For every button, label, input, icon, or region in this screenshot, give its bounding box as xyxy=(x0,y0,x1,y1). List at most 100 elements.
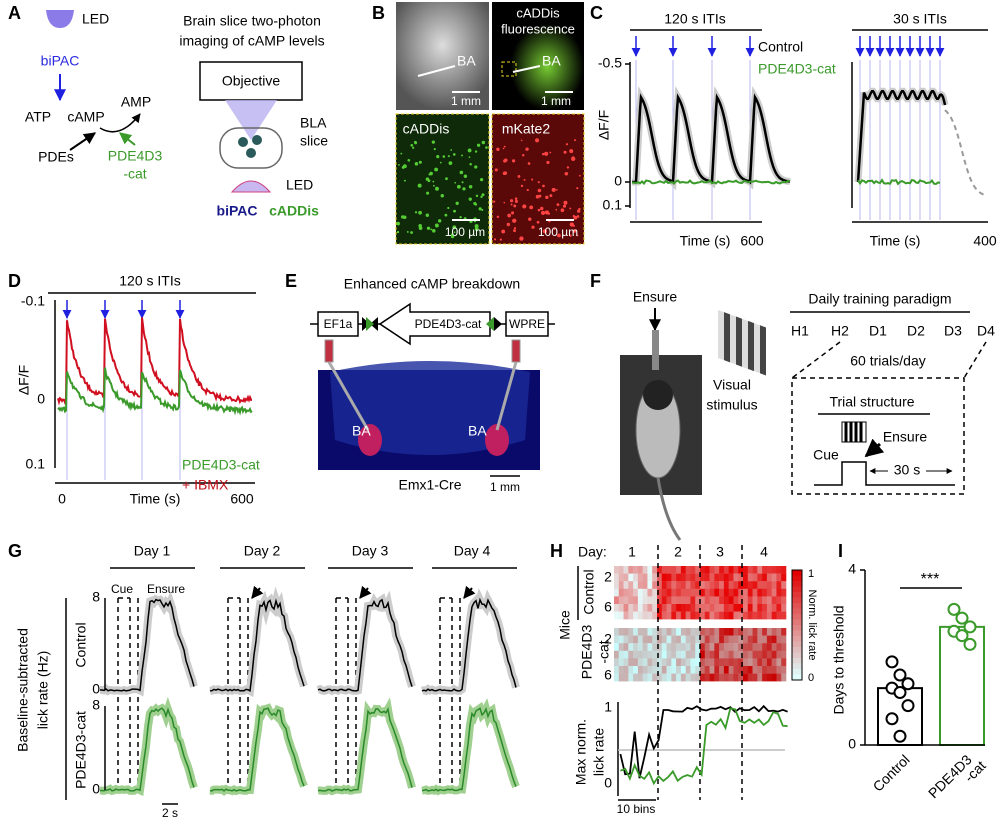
heat-cell xyxy=(680,573,686,582)
heat-cell xyxy=(676,643,682,651)
x-tick-label: 0 xyxy=(58,491,66,507)
speckle xyxy=(565,143,569,146)
ensure-label: Ensure xyxy=(147,582,185,596)
point xyxy=(885,712,899,726)
heat-cell xyxy=(747,604,753,612)
speckle xyxy=(499,238,502,241)
heat-cell xyxy=(757,604,763,612)
heat-cell xyxy=(618,666,624,674)
heat-cell xyxy=(680,673,686,682)
speckle xyxy=(496,215,500,219)
heat-cell xyxy=(728,650,734,659)
y-label: Max norm. xyxy=(573,719,589,785)
heat-cell xyxy=(623,673,629,682)
speckle xyxy=(445,177,448,181)
heat-cell xyxy=(738,588,744,597)
speckle xyxy=(434,223,439,228)
heat-cell xyxy=(642,666,648,674)
zoom-line xyxy=(963,341,987,379)
heat-cell xyxy=(680,588,686,597)
heat-cell xyxy=(618,643,624,651)
heat-cell xyxy=(766,643,772,651)
heat-cell xyxy=(628,566,634,574)
heat-cell xyxy=(743,643,749,651)
speckle xyxy=(576,215,580,218)
heat-cell xyxy=(714,666,720,674)
speckle xyxy=(430,228,433,231)
ensure-label: Ensure xyxy=(883,429,928,445)
heat-cell xyxy=(633,666,639,674)
heat-cell xyxy=(637,604,643,612)
heat-cell xyxy=(614,581,620,589)
cell xyxy=(246,148,256,158)
trial-title: Trial structure xyxy=(829,394,914,410)
heat-cell xyxy=(714,628,720,636)
y-label: ΔF/F xyxy=(596,110,612,140)
heat-cell xyxy=(633,611,639,620)
heat-cell xyxy=(719,611,725,620)
heat-cell xyxy=(652,581,658,589)
heat-cell xyxy=(728,566,734,574)
speckle xyxy=(413,140,417,144)
heat-cell xyxy=(762,573,768,582)
heat-cell xyxy=(719,635,725,644)
heat-cell xyxy=(743,611,749,620)
heat-cell xyxy=(652,596,658,605)
speckle xyxy=(459,216,462,219)
heat-cell xyxy=(618,611,624,620)
heat-cell xyxy=(623,611,629,620)
scale-label: 100 µm xyxy=(445,225,485,239)
speckle xyxy=(474,227,479,231)
heat-cell xyxy=(709,604,715,612)
row-label: PDE4D3-cat xyxy=(73,711,89,789)
heat-cell xyxy=(781,566,787,574)
trace-band xyxy=(99,696,198,797)
panel-b: B BA 1 mm cADDis fluorescence BA 1 mm cA… xyxy=(372,2,585,245)
heat-cell xyxy=(743,658,749,667)
arrow xyxy=(251,585,264,599)
heat-cell xyxy=(661,643,667,651)
speckles xyxy=(396,138,581,241)
legend-entry: PDE4D3-cat xyxy=(182,457,260,473)
speckle xyxy=(576,234,579,237)
cbar-cell xyxy=(792,570,802,576)
heat-cell xyxy=(671,666,677,674)
heat-cell xyxy=(728,643,734,651)
heat-cell xyxy=(695,666,701,674)
heat-cell xyxy=(685,635,691,644)
speckle xyxy=(428,173,431,176)
heat-cell xyxy=(766,611,772,620)
speckle xyxy=(426,226,431,230)
scale-label: 10 bins xyxy=(617,802,656,816)
scale-label: 1 mm xyxy=(490,480,520,494)
speckle xyxy=(467,148,472,153)
y-tick-label: 0.1 xyxy=(26,456,46,472)
speckle xyxy=(425,213,430,217)
trace-control xyxy=(856,89,947,183)
x-tick-label: 600 xyxy=(230,491,254,507)
heat-cell xyxy=(771,658,777,667)
heat-cell xyxy=(628,611,634,620)
heat-cell xyxy=(680,596,686,605)
heat-cell xyxy=(704,566,710,574)
heat-cell xyxy=(723,596,729,605)
stimulus-label: Visual xyxy=(713,377,751,393)
heat-cell xyxy=(733,673,739,682)
heat-cell xyxy=(781,573,787,582)
panel-label: B xyxy=(372,3,385,23)
speckle xyxy=(512,159,516,163)
trace-band xyxy=(854,87,949,183)
heat-cell xyxy=(704,588,710,597)
heat-cell xyxy=(723,581,729,589)
heat-cell xyxy=(676,596,682,605)
heat-cell xyxy=(771,628,777,636)
ensure-label: Ensure xyxy=(633,289,678,305)
day-label: D1 xyxy=(869,323,887,339)
speckle xyxy=(549,151,552,154)
heat-cell xyxy=(738,658,744,667)
panel-label: D xyxy=(8,271,21,291)
cbar-cell xyxy=(792,658,802,664)
panel-label: I xyxy=(838,541,843,561)
cbar-cell xyxy=(792,614,802,620)
speckle xyxy=(463,174,468,178)
